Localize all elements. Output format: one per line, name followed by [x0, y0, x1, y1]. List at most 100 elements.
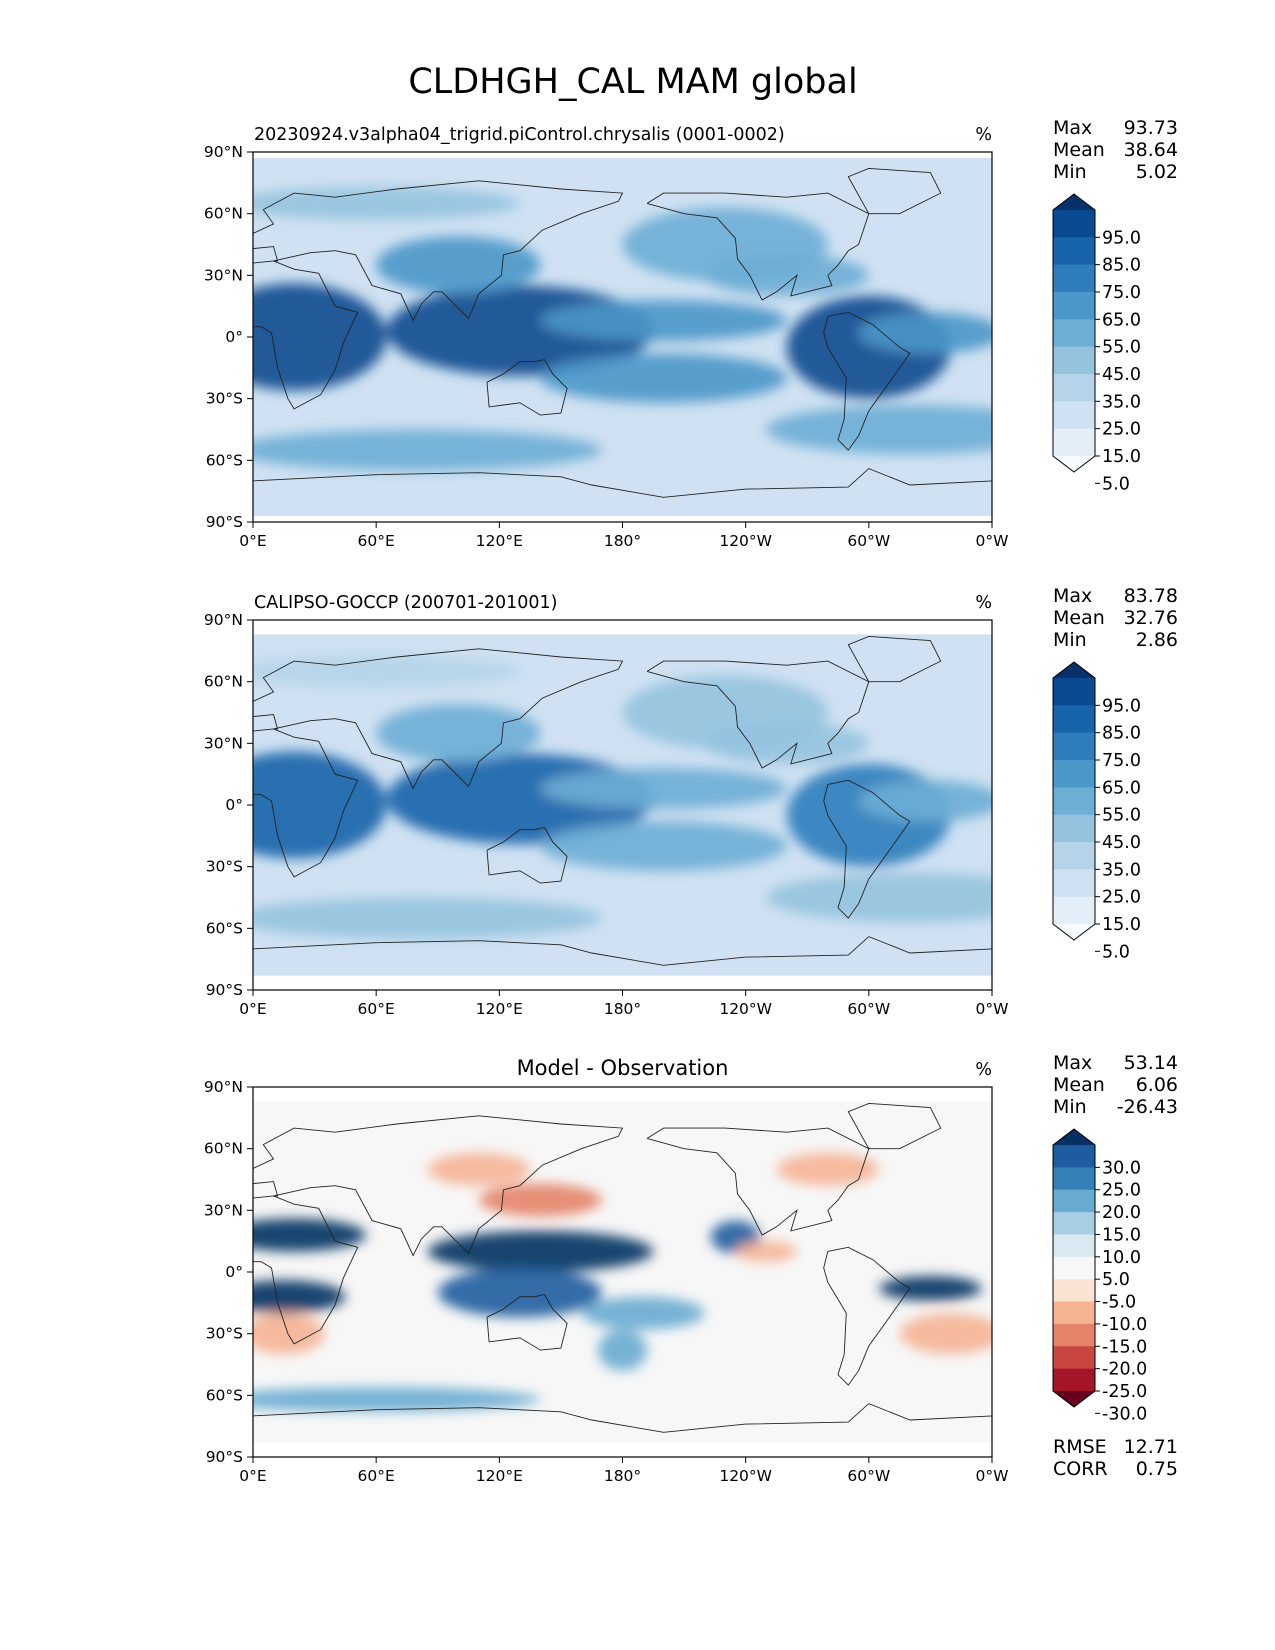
- colorbar-tick-label: 5.0: [1102, 474, 1130, 494]
- stat-label: Min: [1053, 629, 1087, 651]
- stat-value: 83.78: [1124, 585, 1178, 607]
- colorbar-tick-label: 65.0: [1102, 778, 1141, 798]
- y-tick-label: 90°N: [204, 1078, 243, 1096]
- x-tick-label: 60°E: [358, 532, 395, 550]
- colorbar-tick-label: 15.0: [1102, 1225, 1141, 1245]
- x-tick-label: 120°W: [719, 1467, 772, 1485]
- x-tick-label: 60°E: [358, 1000, 395, 1018]
- coastlines: [253, 1102, 992, 1433]
- panel-units: %: [975, 1060, 992, 1080]
- field-shading: [253, 634, 992, 976]
- y-tick-label: 30°N: [204, 1201, 243, 1219]
- y-tick-label: 30°N: [204, 734, 243, 752]
- y-tick-label: 0°: [225, 796, 243, 814]
- x-tick-label: 60°E: [358, 1467, 395, 1485]
- colorbar-tick-label: -15.0: [1102, 1337, 1147, 1357]
- stat-value: 53.14: [1124, 1052, 1178, 1074]
- colorbar: 95.0 85.0 75.0 65.0 55.0 45.0 35.0 25.0 15.0 5.0: [1052, 661, 1141, 962]
- x-tick-label: 0°W: [976, 532, 1009, 550]
- y-tick-label: 30°S: [206, 858, 243, 876]
- stat-label: Min: [1053, 1096, 1087, 1118]
- coastlines: [253, 635, 992, 966]
- y-tick-label: 60°S: [206, 1386, 243, 1404]
- x-tick-label: 60°W: [847, 532, 890, 550]
- colorbar-tick-label: 85.0: [1102, 724, 1141, 744]
- x-tick-label: 120°W: [719, 1000, 772, 1018]
- stat-value: 38.64: [1124, 139, 1178, 161]
- colorbar-tick-label: 75.0: [1102, 283, 1141, 303]
- colorbar-tick-label: 25.0: [1102, 888, 1141, 908]
- x-tick-label: 180°: [604, 1000, 641, 1018]
- stat-label: Max: [1053, 1052, 1092, 1074]
- y-tick-label: 90°S: [206, 513, 243, 531]
- x-tick-label: 60°W: [847, 1467, 890, 1485]
- y-tick-label: 30°S: [206, 1325, 243, 1343]
- colorbar-tick-label: 10.0: [1102, 1248, 1141, 1268]
- colorbar-tick-label: 15.0: [1102, 447, 1141, 467]
- x-tick-label: 0°E: [239, 1467, 266, 1485]
- colorbar-tick-label: 95.0: [1102, 228, 1141, 248]
- colorbar-tick-label: 75.0: [1102, 751, 1141, 771]
- y-tick-label: 90°S: [206, 1448, 243, 1466]
- colorbar-tick-label: 45.0: [1102, 833, 1141, 853]
- stat-label: Mean: [1053, 607, 1105, 629]
- stat-label: Max: [1053, 117, 1092, 139]
- x-tick-label: 0°E: [239, 532, 266, 550]
- stat-value: -26.43: [1117, 1096, 1178, 1118]
- x-tick-label: 60°W: [847, 1000, 890, 1018]
- y-tick-label: 60°S: [206, 919, 243, 937]
- chart-panel-3: Model - Observation % 0°E 60°E 120°E 180° 120°…: [204, 1052, 1178, 1485]
- colorbar-tick-label: 5.0: [1102, 942, 1130, 962]
- x-tick-label: 0°W: [976, 1467, 1009, 1485]
- x-tick-label: 180°: [604, 532, 641, 550]
- metric-value: 0.75: [1136, 1458, 1178, 1480]
- stat-value: 5.02: [1136, 161, 1178, 183]
- panel-left-title: 20230924.v3alpha04_trigrid.piControl.chr…: [254, 125, 785, 145]
- stat-value: 2.86: [1136, 629, 1178, 651]
- x-tick-label: 120°E: [476, 1467, 523, 1485]
- colorbar-tick-label: 20.0: [1102, 1203, 1141, 1223]
- x-tick-label: 0°E: [239, 1000, 266, 1018]
- y-tick-label: 60°N: [204, 673, 243, 691]
- y-tick-label: 30°N: [204, 266, 243, 284]
- colorbar-tick-label: 5.0: [1102, 1270, 1130, 1290]
- colorbar-tick-label: -10.0: [1102, 1315, 1147, 1335]
- colorbar: 30.0 25.020.015.0 10.05.0 -5.0-10.0-15.0 -20…: [1052, 1128, 1147, 1424]
- y-tick-label: 60°N: [204, 1140, 243, 1158]
- y-tick-label: 90°N: [204, 611, 243, 629]
- colorbar-tick-label: -5.0: [1102, 1293, 1136, 1313]
- colorbar-tick-label: -25.0: [1102, 1382, 1147, 1402]
- y-tick-label: 30°S: [206, 390, 243, 408]
- stat-value: 6.06: [1136, 1074, 1178, 1096]
- y-tick-label: 0°: [225, 1263, 243, 1281]
- colorbar-tick-label: 85.0: [1102, 256, 1141, 276]
- colorbar-tick-label: -30.0: [1102, 1404, 1147, 1424]
- stat-value: 93.73: [1124, 117, 1178, 139]
- colorbar-tick-label: 25.0: [1102, 1181, 1141, 1201]
- x-tick-label: 120°E: [476, 532, 523, 550]
- colorbar-tick-label: 15.0: [1102, 915, 1141, 935]
- field-shading: [253, 1101, 992, 1443]
- figure-title: CLDHGH_CAL MAM global: [408, 62, 857, 102]
- metric-value: 12.71: [1124, 1436, 1178, 1458]
- y-tick-label: 0°: [225, 328, 243, 346]
- y-tick-label: 60°N: [204, 205, 243, 223]
- colorbar-tick-label: 35.0: [1102, 860, 1141, 880]
- stat-label: Mean: [1053, 1074, 1105, 1096]
- colorbar-tick-label: 95.0: [1102, 696, 1141, 716]
- x-tick-label: 0°W: [976, 1000, 1009, 1018]
- colorbar-tick-label: 65.0: [1102, 310, 1141, 330]
- panel-units: %: [975, 593, 992, 613]
- stat-label: Max: [1053, 585, 1092, 607]
- y-tick-label: 60°S: [206, 451, 243, 469]
- field-shading: [253, 158, 992, 516]
- stat-label: Mean: [1053, 139, 1105, 161]
- chart-panel-2: CALIPSO-GOCCP (200701-201001) % 0°E 60°E 120…: [204, 585, 1178, 1018]
- colorbar-tick-label: 35.0: [1102, 392, 1141, 412]
- stat-label: Min: [1053, 161, 1087, 183]
- colorbar-tick-label: 30.0: [1102, 1158, 1141, 1178]
- colorbar-tick-label: 55.0: [1102, 338, 1141, 358]
- panel-left-title: CALIPSO-GOCCP (200701-201001): [254, 593, 557, 613]
- colorbar-tick-label: 55.0: [1102, 806, 1141, 826]
